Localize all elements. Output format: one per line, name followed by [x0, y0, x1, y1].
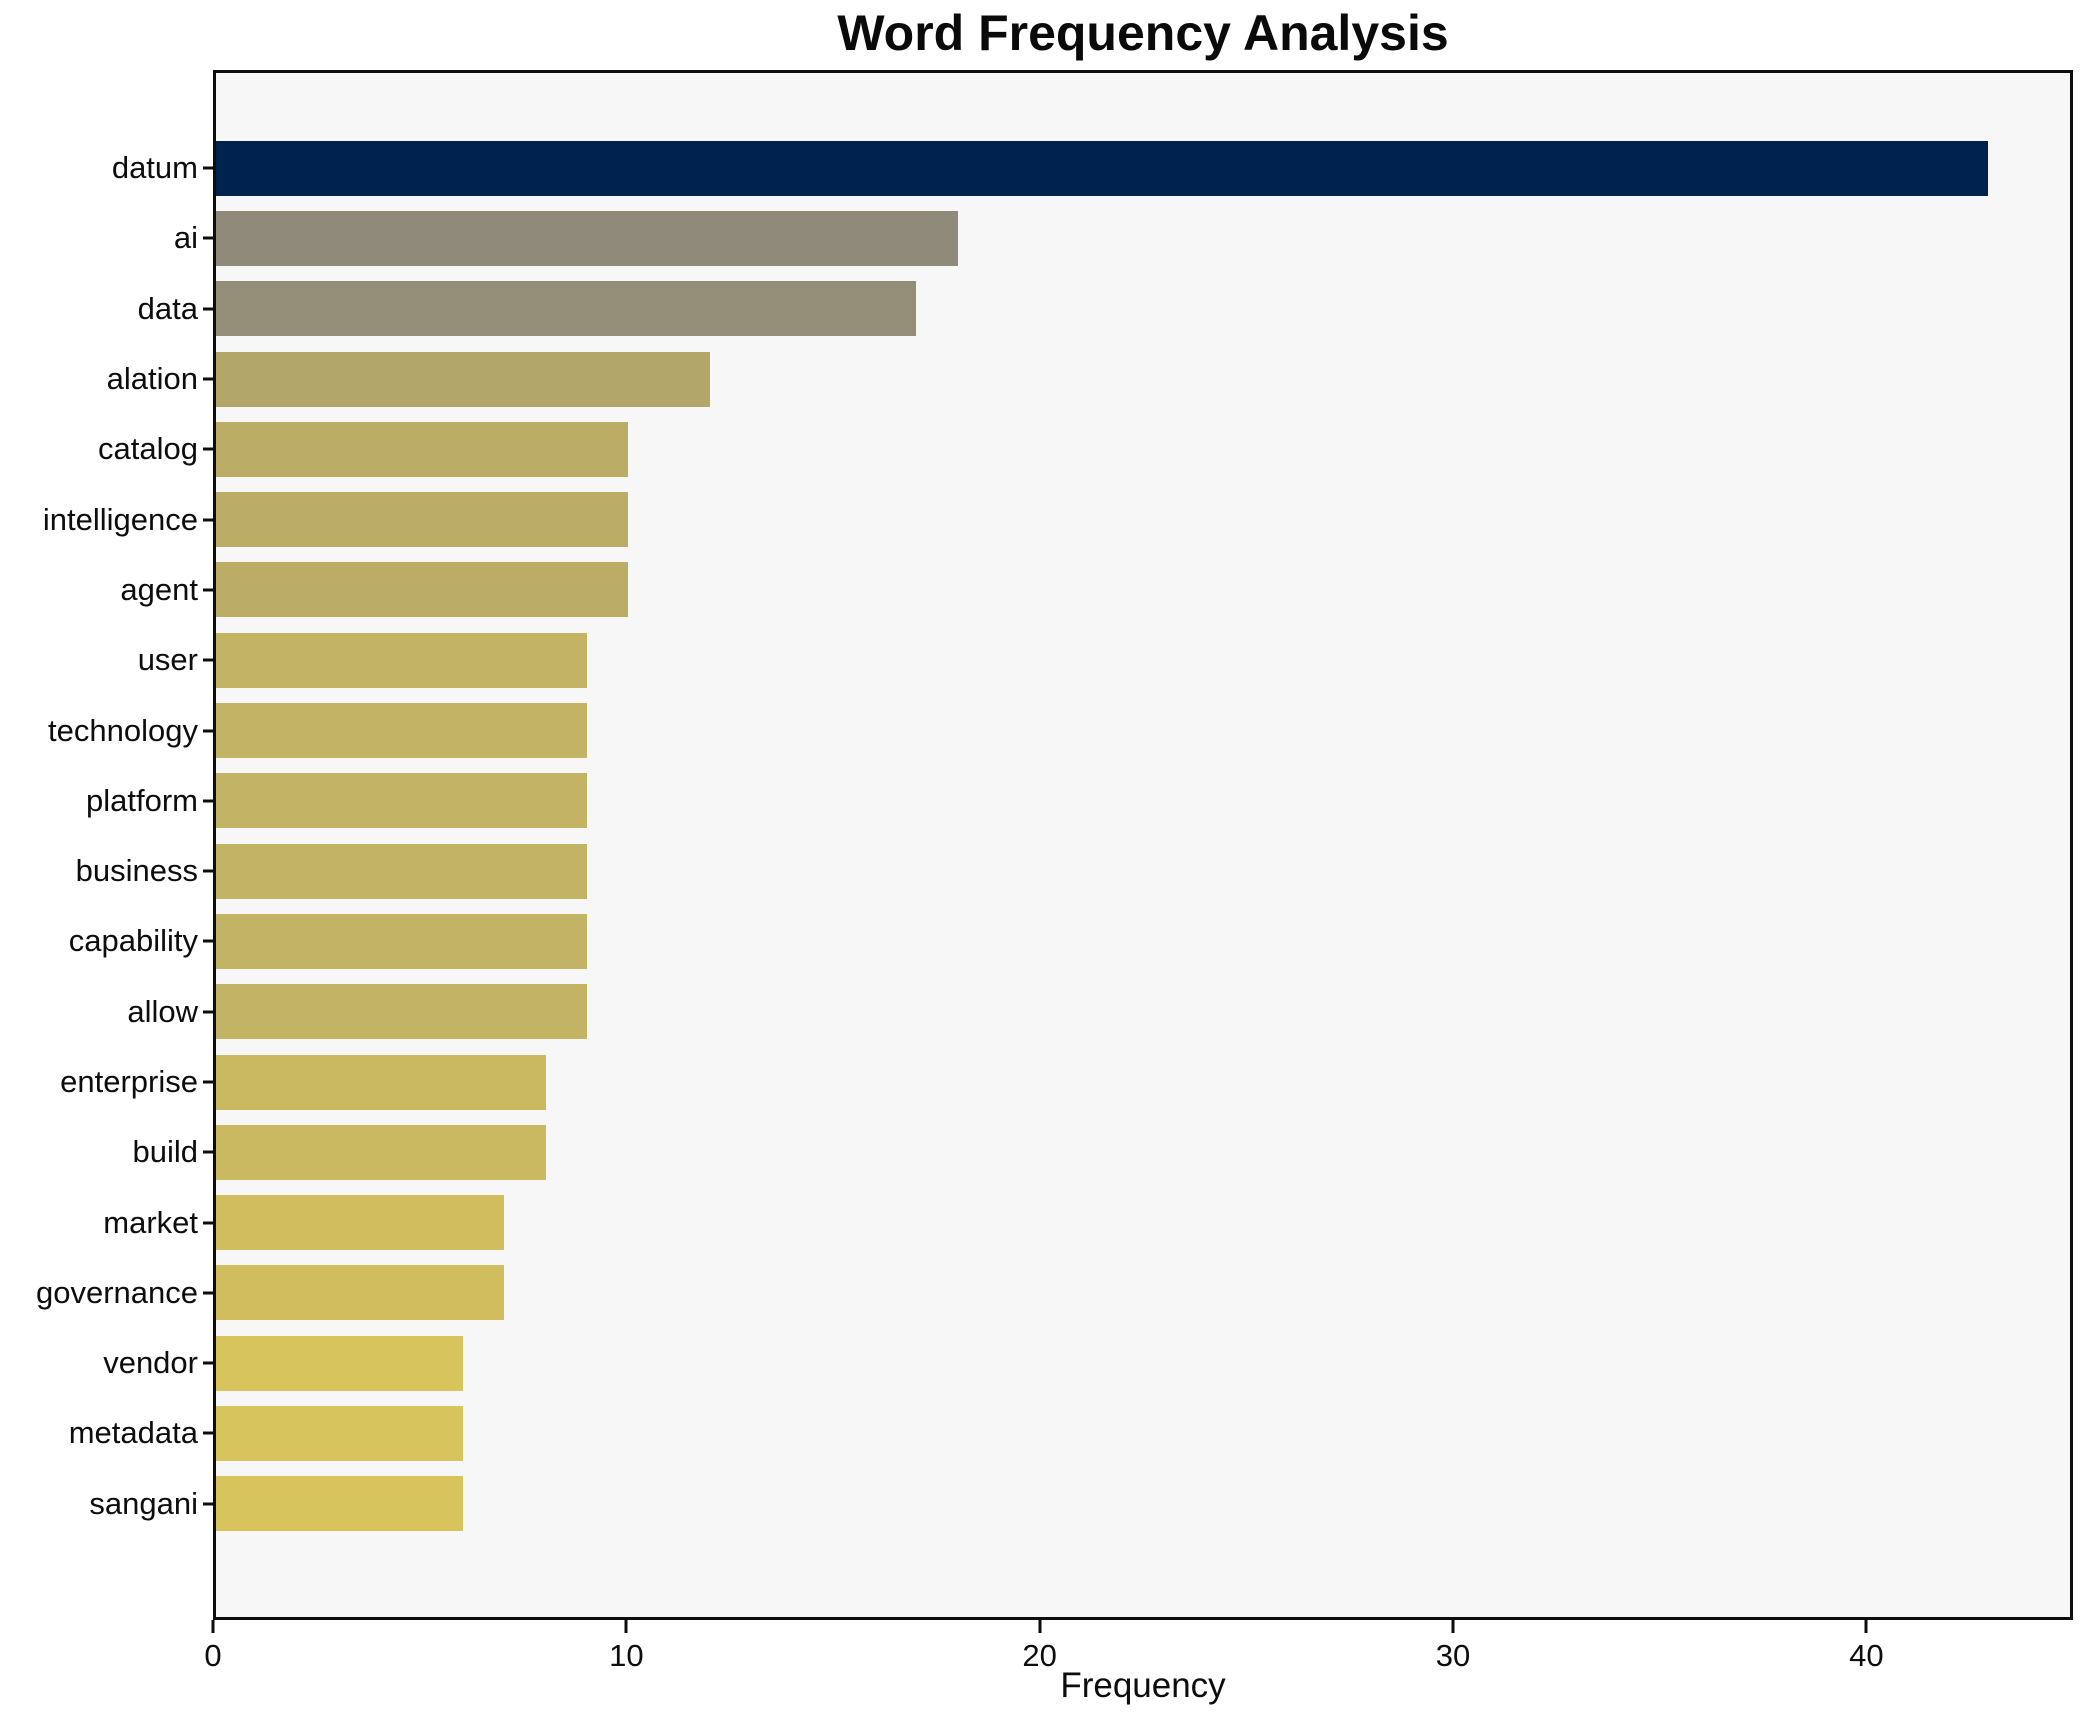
y-tick-label-platform: platform [86, 782, 198, 818]
bar-row-market: market [103, 1187, 2070, 1257]
bar-datum [216, 140, 1988, 196]
bar-ai [216, 210, 958, 266]
y-tick [203, 518, 213, 522]
chart-title: Word Frequency Analysis [837, 5, 1449, 61]
x-axis-label: Frequency [1060, 1666, 1226, 1705]
y-tick [203, 1502, 213, 1506]
bar-user [216, 632, 587, 688]
bar-row-platform: platform [86, 766, 2070, 836]
x-tick [211, 1620, 215, 1633]
plot-area: datum ai data alation catalog intelligence age… [36, 70, 2073, 1620]
bar-sangani [216, 1476, 464, 1532]
y-tick-label-metadata: metadata [68, 1415, 198, 1451]
y-tick [203, 307, 213, 311]
bar-row-datum: datum [112, 133, 2070, 203]
y-tick [203, 729, 213, 733]
bar-vendor [216, 1335, 464, 1391]
bar-market [216, 1195, 505, 1251]
y-tick-label-user: user [137, 642, 198, 678]
bars-container: datum ai data alation catalog intelligence age… [36, 73, 2070, 1617]
y-tick-label-technology: technology [48, 712, 198, 748]
bar-row-enterprise: enterprise [60, 1047, 2070, 1117]
y-tick [203, 658, 213, 662]
y-tick-label-ai: ai [173, 220, 198, 256]
y-tick [203, 447, 213, 451]
bar-platform [216, 773, 587, 829]
bar-row-alation: alation [107, 344, 2070, 414]
y-tick [203, 1361, 213, 1365]
bar-row-vendor: vendor [103, 1328, 2070, 1398]
bar-row-capability: capability [69, 906, 2070, 976]
y-tick-label-alation: alation [106, 361, 198, 397]
bar-row-user: user [138, 625, 2070, 695]
bar-metadata [216, 1405, 464, 1461]
y-tick-label-vendor: vendor [103, 1345, 198, 1381]
y-tick-label-agent: agent [120, 571, 198, 607]
y-tick [203, 869, 213, 873]
bar-row-allow: allow [127, 977, 2070, 1047]
y-tick-label-enterprise: enterprise [60, 1064, 198, 1099]
bar-row-build: build [133, 1117, 2070, 1187]
x-tick-label-40: 40 [1849, 1638, 1884, 1673]
bar-business [216, 843, 587, 899]
bar-capability [216, 913, 587, 969]
y-tick [203, 1080, 213, 1084]
y-tick-label-sangani: sangani [89, 1485, 198, 1521]
x-tick-label-30: 30 [1435, 1638, 1471, 1673]
bar-row-business: business [76, 836, 2070, 906]
y-tick-label-capability: capability [68, 923, 198, 959]
y-tick-label-datum: datum [111, 150, 198, 186]
y-tick-label-allow: allow [127, 993, 198, 1029]
y-tick-label-catalog: catalog [98, 431, 198, 467]
bar-row-agent: agent [120, 555, 2070, 625]
bar-alation [216, 351, 711, 407]
y-tick-label-build: build [132, 1134, 199, 1170]
y-tick-label-business: business [75, 853, 198, 889]
bar-row-governance: governance [36, 1258, 2070, 1328]
y-tick-label-data: data [137, 290, 198, 326]
y-tick [203, 1150, 213, 1154]
bar-enterprise [216, 1054, 546, 1110]
y-tick [203, 1431, 213, 1435]
bar-catalog [216, 421, 628, 477]
y-tick [203, 588, 213, 592]
x-tick [1864, 1620, 1868, 1633]
y-tick [203, 236, 213, 240]
bar-row-intelligence: intelligence [43, 484, 2070, 554]
y-tick [203, 377, 213, 381]
bar-row-technology: technology [48, 695, 2070, 765]
bar-intelligence [216, 492, 628, 548]
bar-governance [216, 1265, 505, 1321]
bar-row-ai: ai [174, 203, 2070, 273]
bar-data [216, 281, 917, 337]
y-tick-label-intelligence: intelligence [42, 501, 198, 537]
y-tick [203, 166, 213, 170]
bar-row-sangani: sangani [89, 1469, 2070, 1539]
bar-row-catalog: catalog [98, 414, 2070, 484]
y-tick [203, 1291, 213, 1295]
y-tick [203, 939, 213, 943]
x-tick-label-10: 10 [609, 1638, 644, 1673]
x-tick-label-0: 0 [204, 1638, 222, 1673]
y-tick [203, 1010, 213, 1014]
y-tick [203, 1221, 213, 1225]
x-tick [1451, 1620, 1455, 1633]
bar-row-metadata: metadata [69, 1398, 2070, 1468]
y-tick [203, 799, 213, 803]
bar-agent [216, 562, 628, 618]
bar-build [216, 1124, 546, 1180]
y-tick-label-governance: governance [35, 1274, 198, 1310]
bar-row-data: data [138, 274, 2070, 344]
bar-technology [216, 703, 587, 759]
bar-allow [216, 984, 587, 1040]
x-tick-label-20: 20 [1022, 1638, 1057, 1673]
y-tick-label-market: market [103, 1204, 198, 1240]
x-tick [624, 1620, 628, 1633]
x-tick [1038, 1620, 1042, 1633]
